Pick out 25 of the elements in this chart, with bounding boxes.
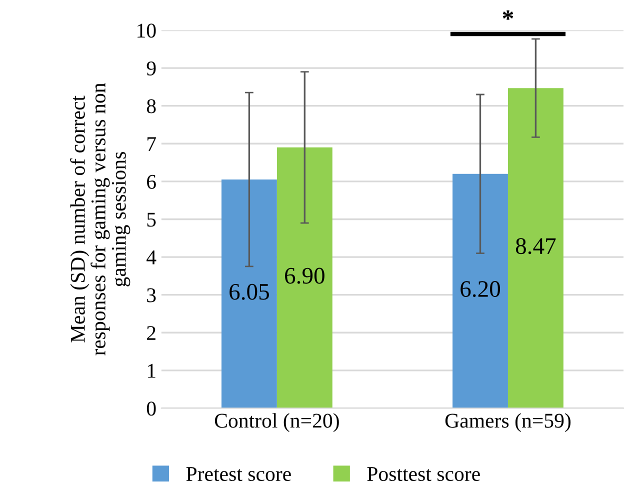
text: * <box>502 10 514 20</box>
y-tick-label: 10 <box>138 24 156 38</box>
data-label: 6.20 <box>460 281 500 298</box>
y-tick-label: 3 <box>147 288 156 302</box>
y-tick-label: 2 <box>147 326 156 340</box>
y-tick-label: 1 <box>148 364 156 378</box>
legend-label: Posttest score <box>367 467 480 482</box>
x-tick-label: Control (n=20) <box>214 413 339 432</box>
y-tick-label: 9 <box>146 61 156 76</box>
legend-label: Pretest score <box>186 467 291 482</box>
y-tick-label: 8 <box>146 99 156 114</box>
bar <box>221 180 277 408</box>
bar <box>508 88 564 408</box>
bar <box>452 174 508 408</box>
y-tick-label: 7 <box>148 137 156 151</box>
y-tick-label: 4 <box>146 250 156 264</box>
data-label: 8.47 <box>516 238 556 254</box>
y-tick-label: 5 <box>147 212 156 227</box>
data-label: 6.05 <box>230 284 269 300</box>
y-tick-label: 6 <box>147 174 156 189</box>
y-axis-title: Mean (SD) number of correct responses for gaming versus non gaming sessions <box>70 83 130 356</box>
x-tick-label: Gamers (n=59) <box>445 413 571 432</box>
bar <box>276 147 332 408</box>
y-tick-label: 0 <box>146 402 156 416</box>
data-label: 6.90 <box>285 268 324 284</box>
